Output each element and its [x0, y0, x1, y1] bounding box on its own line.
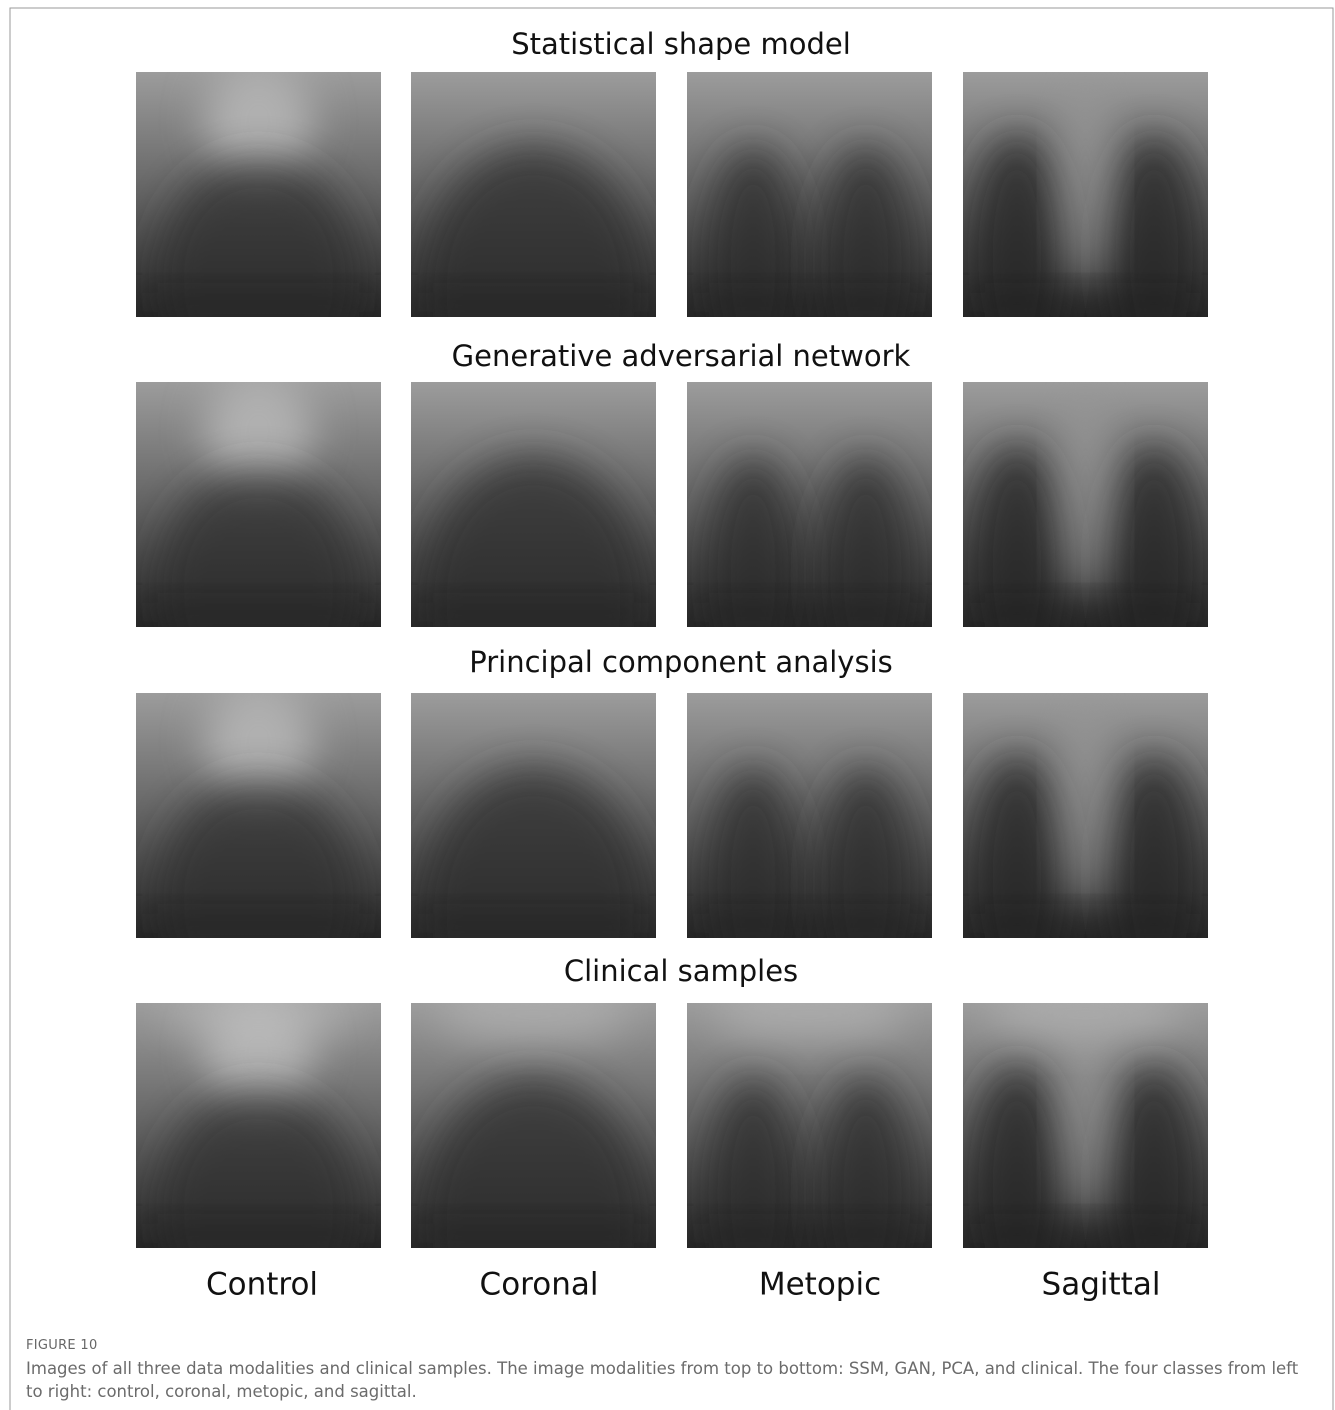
image — [963, 72, 1208, 378]
image — [136, 370, 381, 713]
row-title: Principal component analysis — [469, 645, 893, 679]
page: Statistical shape model Generative advers… — [0, 0, 1335, 1410]
image — [411, 986, 656, 1371]
row-title: Clinical samples — [564, 954, 798, 988]
row-title: Statistical shape model — [511, 27, 851, 61]
row-title: Generative adversarial network — [452, 339, 911, 373]
figure-label: FIGURE 10 — [26, 1338, 98, 1353]
image — [963, 986, 1208, 1309]
image — [963, 382, 1208, 688]
column-label: Coronal — [480, 1267, 599, 1303]
column-label: Control — [206, 1267, 318, 1303]
column-label: Sagittal — [1042, 1267, 1161, 1303]
column-label: Metopic — [759, 1267, 881, 1303]
image — [963, 693, 1208, 999]
image — [687, 986, 932, 1312]
image — [136, 60, 381, 403]
image — [136, 681, 381, 1024]
image — [687, 72, 932, 381]
figure-caption: Images of all three data modalities and … — [26, 1357, 1316, 1403]
figure: Statistical shape model Generative advers… — [0, 0, 1335, 1410]
